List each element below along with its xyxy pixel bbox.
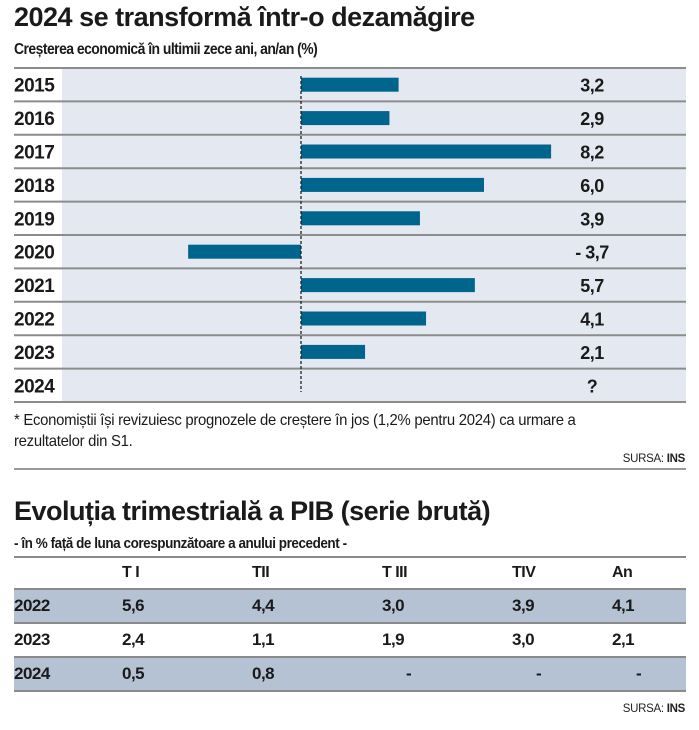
bar-2019 xyxy=(301,211,420,226)
chart-subtitle: Creșterea economică în ultimii zece ani,… xyxy=(14,41,318,58)
bar-2021 xyxy=(301,278,475,293)
table-cell: - xyxy=(382,656,512,692)
data-label: 4,1 xyxy=(580,310,604,330)
table-row: 2022 5,6 4,4 3,0 3,9 4,1 xyxy=(14,588,686,623)
chart-title: 2024 se transformă într-o dezamăgire xyxy=(14,2,475,32)
footnote: * Economiștii își revizuiesc prognozele … xyxy=(14,412,576,450)
table-source: SURSA: INS xyxy=(622,703,686,715)
chart-source: SURSA: INS xyxy=(622,453,686,465)
row-year: 2022 xyxy=(14,588,122,623)
gdp-quarterly-table: T I TII T III TIV An 2022 5,6 4,4 3,0 3,9 4,1… xyxy=(14,556,686,692)
category-label: 2023 xyxy=(14,343,54,364)
table-cell: 1,9 xyxy=(382,622,512,657)
category-label: 2020 xyxy=(14,243,54,264)
data-label: 2,9 xyxy=(580,109,604,129)
table-header-row: T I TII T III TIV An xyxy=(14,557,686,589)
table-cell: 4,4 xyxy=(252,588,382,623)
table-cell: 5,6 xyxy=(122,588,252,623)
section-divider xyxy=(14,468,686,470)
source-value: INS xyxy=(666,453,686,465)
data-label: 2,1 xyxy=(580,343,604,363)
table-title: Evoluția trimestrială a PIB (serie brută… xyxy=(14,496,491,526)
table-cell: 3,9 xyxy=(512,588,612,623)
column-header xyxy=(14,557,122,589)
table-subtitle: - în % față de luna corespunzătoare a an… xyxy=(14,535,347,552)
bar-2018 xyxy=(301,177,484,192)
data-label: 6,0 xyxy=(580,176,604,196)
column-header: T III xyxy=(382,564,408,581)
category-label: 2022 xyxy=(14,310,54,331)
category-label: 2017 xyxy=(14,143,54,164)
source-value: INS xyxy=(666,703,686,715)
column-header: An xyxy=(612,564,633,581)
category-label: 2018 xyxy=(14,176,54,197)
category-label: 2021 xyxy=(14,276,55,297)
source-label: SURSA: xyxy=(622,703,664,715)
table-row: 2023 2,4 1,1 1,9 3,0 2,1 xyxy=(14,622,686,657)
table-cell: 0,5 xyxy=(122,656,252,692)
category-label: 2019 xyxy=(14,209,54,230)
data-label: 8,2 xyxy=(580,143,604,163)
bar-2022 xyxy=(301,311,427,326)
growth-bar-chart: 2015 3,2 2016 2,9 2017 8,2 2018 6,0 2019 3,9 2020 -… xyxy=(14,67,686,403)
table-cell: 3,0 xyxy=(512,622,612,657)
row-year: 2024 xyxy=(14,656,122,692)
data-label: 3,9 xyxy=(580,209,604,229)
bar-2016 xyxy=(301,111,390,126)
bar-2023 xyxy=(301,344,366,359)
table-cell: 3,0 xyxy=(382,588,512,623)
category-label: 2016 xyxy=(14,109,54,130)
table-cell: 2,4 xyxy=(122,622,252,657)
table-cell: - xyxy=(612,656,686,692)
data-label: 3,2 xyxy=(580,76,604,96)
data-label: 5,7 xyxy=(580,276,604,296)
table-cell: 0,8 xyxy=(252,656,382,692)
category-label: 2024 xyxy=(14,376,55,397)
table-cell: 2,1 xyxy=(612,622,686,657)
column-header: T I xyxy=(122,564,140,581)
row-year: 2023 xyxy=(14,622,122,657)
table-cell: - xyxy=(512,656,612,692)
table-cell: 4,1 xyxy=(612,588,686,623)
source-label: SURSA: xyxy=(622,453,664,465)
column-header: TII xyxy=(252,564,270,581)
column-header: TIV xyxy=(512,564,536,581)
bar-2020 xyxy=(188,244,301,259)
table-cell: 1,1 xyxy=(252,622,382,657)
data-label: ? xyxy=(587,376,598,396)
bar-2017 xyxy=(301,144,552,159)
table-row: 2024 0,5 0,8- - - xyxy=(14,656,686,692)
category-label: 2015 xyxy=(14,76,55,97)
bar-2015 xyxy=(301,77,399,92)
data-label: - 3,7 xyxy=(575,243,609,263)
